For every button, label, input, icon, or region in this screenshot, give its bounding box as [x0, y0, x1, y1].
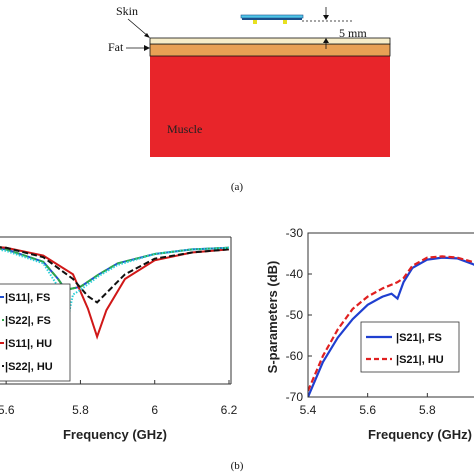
distance-label: 5 mm — [339, 26, 367, 40]
legend-label: |S11|, HU — [5, 338, 52, 350]
x-axis-label: Frequency (GHz) — [368, 427, 472, 442]
series-line-2 — [0, 246, 230, 340]
antenna-base — [242, 17, 302, 20]
y-tick-label: -70 — [286, 390, 304, 404]
antenna — [240, 14, 304, 24]
muscle-label: Muscle — [167, 122, 202, 136]
arrowhead-icon — [144, 33, 150, 38]
legend-label: |S22|, FS — [5, 315, 51, 327]
antenna-feet — [283, 20, 287, 24]
y-tick-label: -50 — [286, 308, 304, 322]
caption-b: (b) — [231, 460, 244, 472]
caption-a: (a) — [231, 181, 244, 193]
legend-box — [360, 321, 460, 373]
y-tick-label: -40 — [286, 267, 304, 281]
fat-layer — [149, 43, 391, 57]
skin-layer — [149, 37, 391, 45]
series-line-4 — [0, 246, 230, 373]
antenna-top — [240, 14, 304, 19]
muscle-layer — [150, 56, 390, 157]
x-axis-label: Frequency (GHz) — [63, 427, 167, 442]
y-tick-label: -60 — [286, 349, 304, 363]
fat-label: Fat — [108, 40, 124, 54]
series-line-3 — [0, 246, 230, 304]
legend-label: |S21|, FS — [396, 332, 442, 344]
x-tick-label: 6 — [151, 403, 158, 417]
x-tick-label: 5.4 — [300, 403, 317, 417]
x-tick-label: 5.6 — [359, 403, 376, 417]
x-tick-label: 5.8 — [419, 403, 436, 417]
series-line-1 — [308, 255, 474, 392]
legend-label: |S11|, FS — [5, 292, 50, 304]
legend-label: |S22|, HU — [5, 361, 53, 373]
x-tick-label: 5.6 — [0, 403, 15, 417]
y-tick-label: -30 — [286, 226, 304, 240]
x-tick-label: 6.2 — [221, 403, 238, 417]
x-tick-label: 5.8 — [72, 403, 89, 417]
antenna-feet — [253, 20, 257, 24]
arrowhead-icon — [323, 15, 329, 20]
skin-pointer — [127, 18, 150, 38]
arrowhead-icon — [144, 45, 150, 51]
legend: |S21|, FS |S21|, HU — [360, 321, 460, 373]
chart-right: -30 -40 -50 -60 -70 5.4 5.6 5.8 S-parameters (… — [265, 226, 474, 442]
chart-left: 5.6 5.8 6 6.2 Frequency (GHz) |S11|, FS |S22… — [0, 236, 238, 442]
legend-label: |S21|, HU — [396, 354, 444, 366]
legend-box — [0, 283, 71, 382]
arrowhead-icon — [323, 38, 329, 43]
series-line-1 — [0, 246, 230, 292]
legend: |S11|, FS |S22|, FS |S11|, HU |S22|, HU — [0, 283, 71, 382]
skin-label: Skin — [116, 4, 138, 18]
y-axis-label: S-parameters (dB) — [265, 261, 280, 374]
tissue-diagram: 5 mm Skin Fat Muscle (a) — [108, 4, 391, 193]
